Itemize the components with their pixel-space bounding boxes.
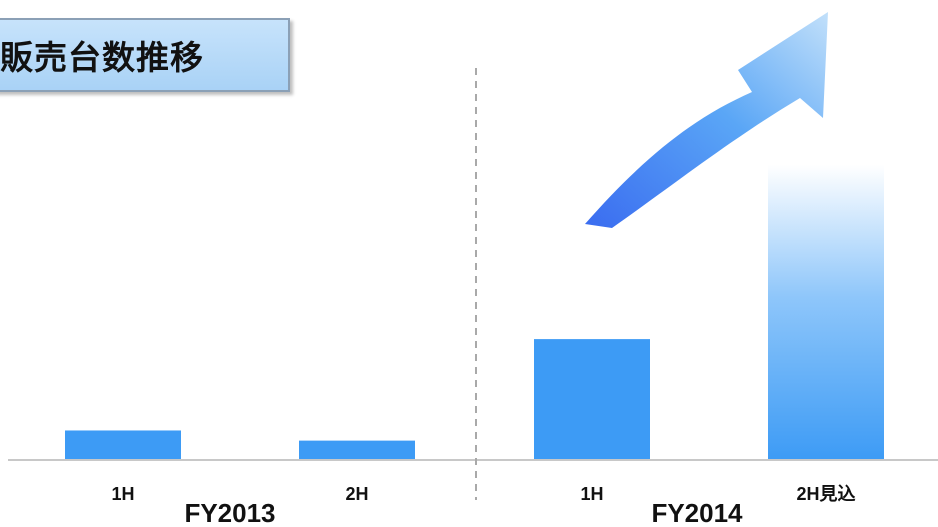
tick-label-1: 2H — [345, 484, 368, 504]
bar-2 — [534, 339, 650, 460]
tick-labels: 1H 2H 1H 2H見込 — [111, 484, 855, 504]
bar-1 — [299, 440, 415, 460]
chart-title: 販売台数推移 — [0, 38, 204, 77]
growth-arrow-icon — [585, 12, 828, 228]
group-labels: FY2013 FY2014 — [184, 498, 743, 527]
bars — [65, 164, 884, 460]
tick-label-3: 2H見込 — [796, 484, 855, 504]
tick-label-2: 1H — [580, 484, 603, 504]
tick-label-0: 1H — [111, 484, 134, 504]
chart-title-box: 販売台数推移 — [0, 18, 290, 92]
group-label-0: FY2013 — [184, 498, 275, 527]
bar-projected-3 — [768, 164, 884, 460]
bar-0 — [65, 430, 181, 460]
group-label-1: FY2014 — [651, 498, 743, 527]
